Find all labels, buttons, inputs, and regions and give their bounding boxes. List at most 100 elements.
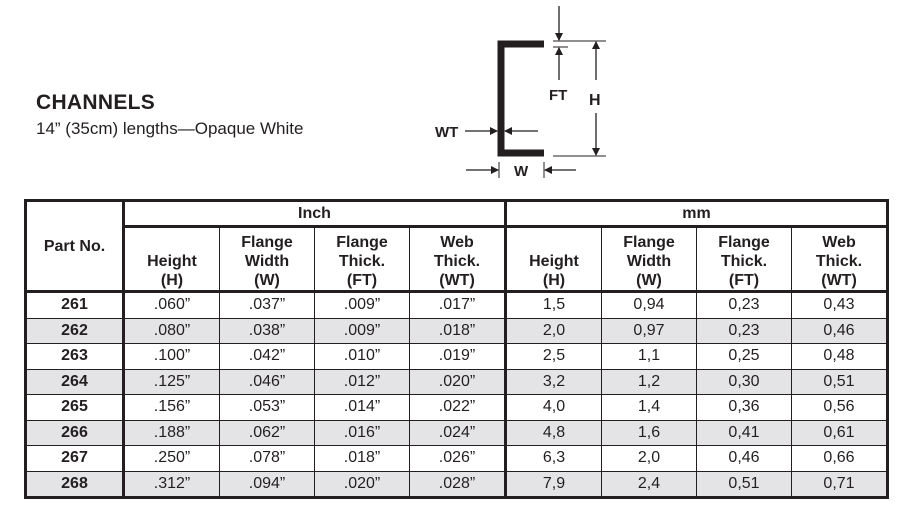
column-header: Height (H) bbox=[123, 226, 220, 293]
column-header: Flange Width (W) bbox=[219, 226, 315, 293]
table-cell: .125” bbox=[123, 368, 220, 395]
table-cell: 0,71 bbox=[791, 470, 888, 498]
page-title: CHANNELS bbox=[36, 91, 156, 114]
table-cell: 0,41 bbox=[696, 419, 792, 446]
table-cell: .012” bbox=[314, 368, 410, 395]
table-cell: .094” bbox=[219, 470, 315, 498]
table-cell: .009” bbox=[314, 317, 410, 344]
table-cell: 0,46 bbox=[696, 445, 792, 472]
table-cell: .080” bbox=[123, 317, 220, 344]
table-cell: .019” bbox=[409, 343, 506, 370]
label-wt: WT bbox=[435, 124, 458, 141]
column-header-line: Thick. bbox=[815, 253, 863, 270]
table-cell: 1,2 bbox=[601, 368, 697, 395]
table-cell: 7,9 bbox=[504, 470, 602, 498]
column-header: Height (H) bbox=[504, 226, 602, 293]
column-header-line: (WT) bbox=[821, 272, 857, 289]
table-cell: 0,25 bbox=[696, 343, 792, 370]
table-cell: 0,23 bbox=[696, 291, 792, 319]
part-number-cell: 264 bbox=[25, 368, 125, 395]
table-row: 261.060” .037” .009” .017” 1,5 0,94 0,23 0,43 bbox=[25, 291, 888, 319]
table-cell: 0,23 bbox=[696, 317, 792, 344]
table-cell: .053” bbox=[219, 394, 315, 421]
table-cell: .017” bbox=[409, 291, 506, 319]
column-header-line: Flange bbox=[336, 234, 388, 251]
column-header-line: (WT) bbox=[439, 272, 475, 289]
table-cell: 2,0 bbox=[601, 445, 697, 472]
column-header-line: Web bbox=[822, 234, 856, 251]
table-cell: .016” bbox=[314, 419, 410, 446]
table-row: 267.250” .078” .018” .026” 6,3 2,0 0,46 0,66 bbox=[25, 445, 888, 472]
table-cell: .188” bbox=[123, 419, 220, 446]
table-cell: 0,97 bbox=[601, 317, 697, 344]
table-cell: .078” bbox=[219, 445, 315, 472]
column-header-line: (H) bbox=[542, 272, 566, 289]
table-cell: 0,30 bbox=[696, 368, 792, 395]
table-cell: .250” bbox=[123, 445, 220, 472]
table-cell: 0,46 bbox=[791, 317, 888, 344]
label-h: H bbox=[589, 92, 601, 109]
table-cell: 1,5 bbox=[504, 291, 602, 319]
column-header: Flange Thick. (FT) bbox=[696, 226, 792, 293]
table-cell: .026” bbox=[409, 445, 506, 472]
table-cell: 4,8 bbox=[504, 419, 602, 446]
table-cell: 0,48 bbox=[791, 343, 888, 370]
table-cell: .024” bbox=[409, 419, 506, 446]
label-ft: FT bbox=[549, 87, 567, 104]
table-cell: .022” bbox=[409, 394, 506, 421]
part-no-header: Part No. bbox=[25, 200, 125, 293]
column-header-line: Flange bbox=[241, 234, 293, 251]
table-cell: .020” bbox=[409, 368, 506, 395]
table-cell: 2,4 bbox=[601, 470, 697, 498]
table-cell: 2,0 bbox=[504, 317, 602, 344]
column-header: Flange Width (W) bbox=[601, 226, 697, 293]
column-header-line: (W) bbox=[636, 272, 662, 289]
table-cell: 0,51 bbox=[696, 470, 792, 498]
table-cell: 0,61 bbox=[791, 419, 888, 446]
table-cell: .018” bbox=[314, 445, 410, 472]
table-cell: 0,94 bbox=[601, 291, 697, 319]
table-cell: .037” bbox=[219, 291, 315, 319]
column-header-line: Height bbox=[529, 253, 579, 270]
table-cell: .060” bbox=[123, 291, 220, 319]
column-header-line: Thick. bbox=[433, 253, 481, 270]
column-header-line: Flange bbox=[623, 234, 675, 251]
part-number-cell: 268 bbox=[25, 470, 125, 498]
part-number-cell: 266 bbox=[25, 419, 125, 446]
table-cell: .100” bbox=[123, 343, 220, 370]
column-header-line: (FT) bbox=[728, 272, 760, 289]
column-header-line: (H) bbox=[160, 272, 184, 289]
column-header-line: Height bbox=[147, 253, 197, 270]
table-cell: 0,56 bbox=[791, 394, 888, 421]
table-cell: 1,6 bbox=[601, 419, 697, 446]
channel-diagram: FT H WT W bbox=[435, 6, 606, 180]
group-header-inch: Inch bbox=[123, 200, 506, 228]
table-cell: .156” bbox=[123, 394, 220, 421]
table-row: 263.100” .042” .010” .019” 2,5 1,1 0,25 0,48 bbox=[25, 343, 888, 370]
column-header-line: Web bbox=[440, 234, 474, 251]
column-header-line: Thick. bbox=[338, 253, 386, 270]
table-cell: .009” bbox=[314, 291, 410, 319]
column-header-line: Flange bbox=[718, 234, 770, 251]
table-cell: 1,4 bbox=[601, 394, 697, 421]
table-cell: 0,36 bbox=[696, 394, 792, 421]
part-number-cell: 262 bbox=[25, 317, 125, 344]
table-row: 266.188” .062” .016” .024” 4,8 1,6 0,41 0,61 bbox=[25, 419, 888, 446]
page-subtitle: 14” (35cm) lengths—Opaque White bbox=[36, 119, 304, 138]
column-header-line: (W) bbox=[254, 272, 280, 289]
column-header-line: Width bbox=[626, 253, 672, 270]
table-cell: .038” bbox=[219, 317, 315, 344]
part-number-cell: 265 bbox=[25, 394, 125, 421]
table-cell: 3,2 bbox=[504, 368, 602, 395]
table-cell: 0,66 bbox=[791, 445, 888, 472]
channel-shape bbox=[497, 40, 544, 157]
table-cell: 2,5 bbox=[504, 343, 602, 370]
part-number-cell: 267 bbox=[25, 445, 125, 472]
column-header: Web Thick. (WT) bbox=[791, 226, 888, 293]
column-header-line: (FT) bbox=[346, 272, 378, 289]
table-row: 262.080” .038” .009” .018” 2,0 0,97 0,23 0,46 bbox=[25, 317, 888, 344]
part-number-cell: 263 bbox=[25, 343, 125, 370]
column-header: Flange Thick. (FT) bbox=[314, 226, 410, 293]
group-header-mm: mm bbox=[504, 200, 888, 228]
table-cell: 0,51 bbox=[791, 368, 888, 395]
